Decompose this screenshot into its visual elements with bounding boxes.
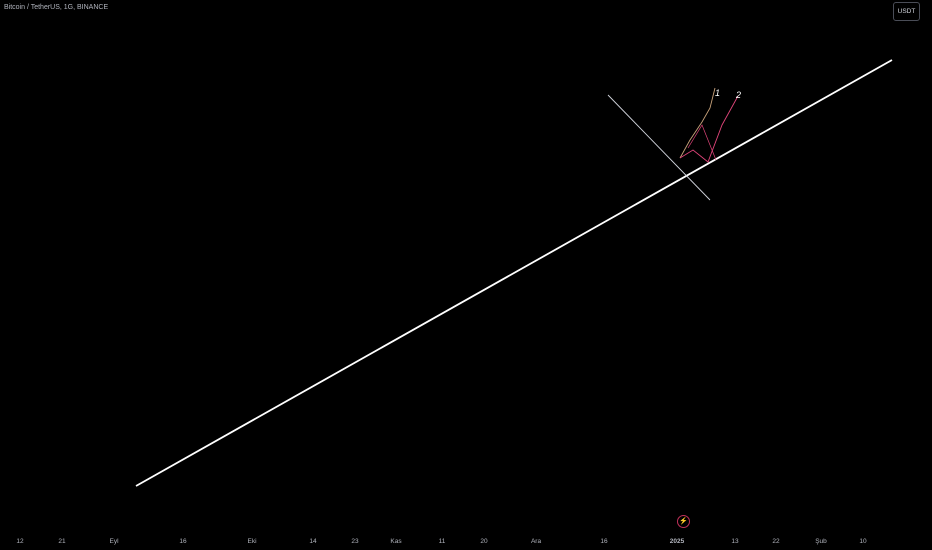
x-tick-label: 16 (179, 538, 187, 545)
x-tick-label: 2025 (670, 538, 685, 545)
x-tick-label: 22 (772, 538, 780, 545)
x-tick-label: 23 (351, 538, 359, 545)
currency-button[interactable]: USDT (893, 2, 920, 21)
x-tick-label: 12 (16, 538, 24, 545)
projection-path-1 (679, 87, 716, 159)
x-tick-label: 20 (480, 538, 488, 545)
projection-path-3 (687, 124, 717, 161)
x-tick-label: Eyl (109, 538, 119, 545)
projection-path-2 (679, 95, 739, 163)
x-tick-label: 10 (859, 538, 867, 545)
x-tick-label: 21 (58, 538, 66, 545)
x-tick-label: Eki (247, 538, 256, 545)
x-tick-label: Şub (815, 538, 827, 545)
x-tick-label: 14 (309, 538, 317, 545)
x-tick-label: 13 (731, 538, 739, 545)
wave-label-2: 2 (735, 90, 741, 100)
x-tick-label: Ara (531, 538, 542, 545)
x-tick-label: Kas (390, 538, 402, 545)
trend-line (135, 59, 893, 487)
x-axis: 12 21 Eyl 16 Eki 14 23 Kas 11 20 Ara 16 2025 13 22 Şub 1… (16, 538, 867, 545)
descending-guide (607, 94, 711, 201)
wave-label-1: 1 (715, 88, 720, 98)
x-tick-label: 16 (600, 538, 608, 545)
chart-header: Bitcoin / TetherUS, 1G, BINANCE (4, 4, 109, 11)
x-tick-label: 11 (439, 538, 446, 545)
lightning-icon[interactable]: ⚡ (677, 515, 690, 528)
